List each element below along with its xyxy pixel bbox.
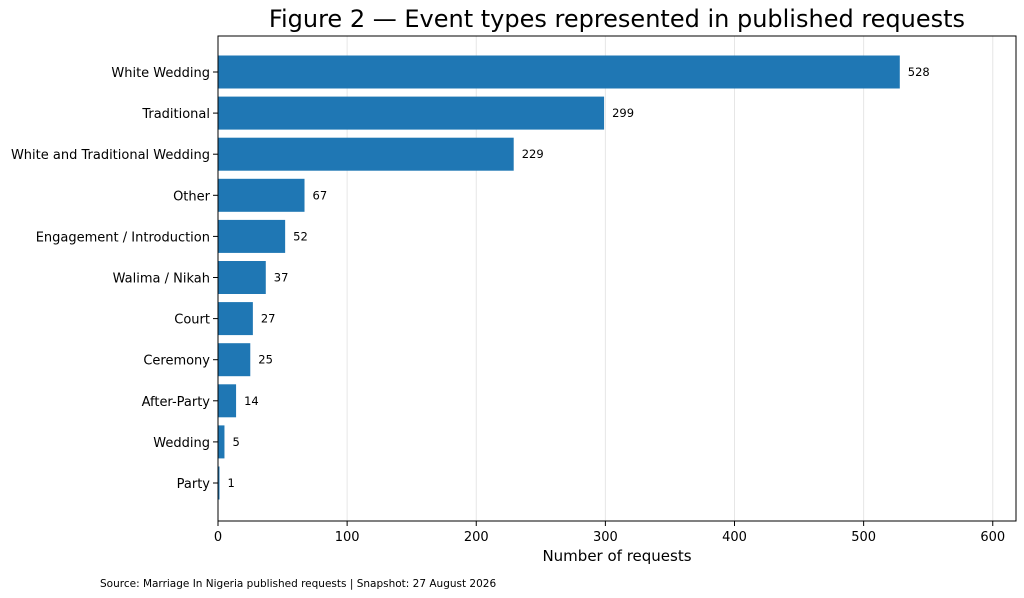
bar bbox=[218, 302, 253, 336]
bar bbox=[218, 96, 605, 130]
category-label: After-Party bbox=[142, 395, 211, 410]
bar-value-label: 229 bbox=[522, 147, 544, 161]
category-label: Party bbox=[177, 477, 211, 492]
bar-value-label: 5 bbox=[232, 435, 239, 449]
bar bbox=[218, 384, 237, 418]
bars: 528 299 229 67 52 37 27 25 14 5 1 bbox=[218, 55, 930, 500]
bar bbox=[218, 178, 305, 212]
category-label: Engagement / Introduction bbox=[36, 230, 210, 245]
x-tick-label: 400 bbox=[722, 530, 747, 545]
bar bbox=[218, 466, 220, 500]
bar-value-label: 27 bbox=[261, 312, 276, 326]
x-axis-label: Number of requests bbox=[542, 547, 691, 565]
bar-value-label: 1 bbox=[228, 476, 235, 490]
category-label: Walima / Nikah bbox=[113, 272, 210, 287]
bar bbox=[218, 137, 514, 171]
category-label: Traditional bbox=[141, 107, 210, 122]
bar bbox=[218, 261, 266, 294]
category-label: Ceremony bbox=[143, 354, 210, 369]
x-tick-label: 500 bbox=[851, 530, 876, 545]
x-tick-label: 200 bbox=[464, 530, 489, 545]
y-axis: White Wedding Traditional White and Tradit… bbox=[11, 66, 218, 492]
x-tick-label: 600 bbox=[980, 530, 1005, 545]
bar-value-label: 14 bbox=[244, 394, 259, 408]
category-label: Other bbox=[173, 189, 211, 204]
bar-value-label: 25 bbox=[258, 353, 273, 367]
category-label: Court bbox=[174, 313, 210, 328]
bar-value-label: 67 bbox=[313, 188, 328, 202]
bar bbox=[218, 425, 225, 459]
bar bbox=[218, 55, 900, 89]
bar-value-label: 299 bbox=[612, 106, 634, 120]
bar-value-label: 52 bbox=[293, 229, 308, 243]
category-label: White Wedding bbox=[111, 66, 210, 81]
x-tick-label: 100 bbox=[335, 530, 360, 545]
source-footnote: Source: Marriage In Nigeria published re… bbox=[100, 578, 496, 590]
category-label: White and Traditional Wedding bbox=[11, 148, 210, 163]
x-tick-label: 0 bbox=[214, 530, 222, 545]
bar-value-label: 528 bbox=[908, 65, 930, 79]
plot-frame bbox=[217, 35, 1017, 522]
bar bbox=[218, 343, 251, 377]
x-axis: 0 100 200 300 400 500 600 bbox=[214, 521, 1005, 545]
bar bbox=[218, 219, 286, 253]
chart-title: Figure 2 — Event types represented in pu… bbox=[269, 5, 965, 33]
x-tick-label: 300 bbox=[593, 530, 618, 545]
category-label: Wedding bbox=[153, 436, 210, 451]
bar-value-label: 37 bbox=[274, 271, 289, 285]
